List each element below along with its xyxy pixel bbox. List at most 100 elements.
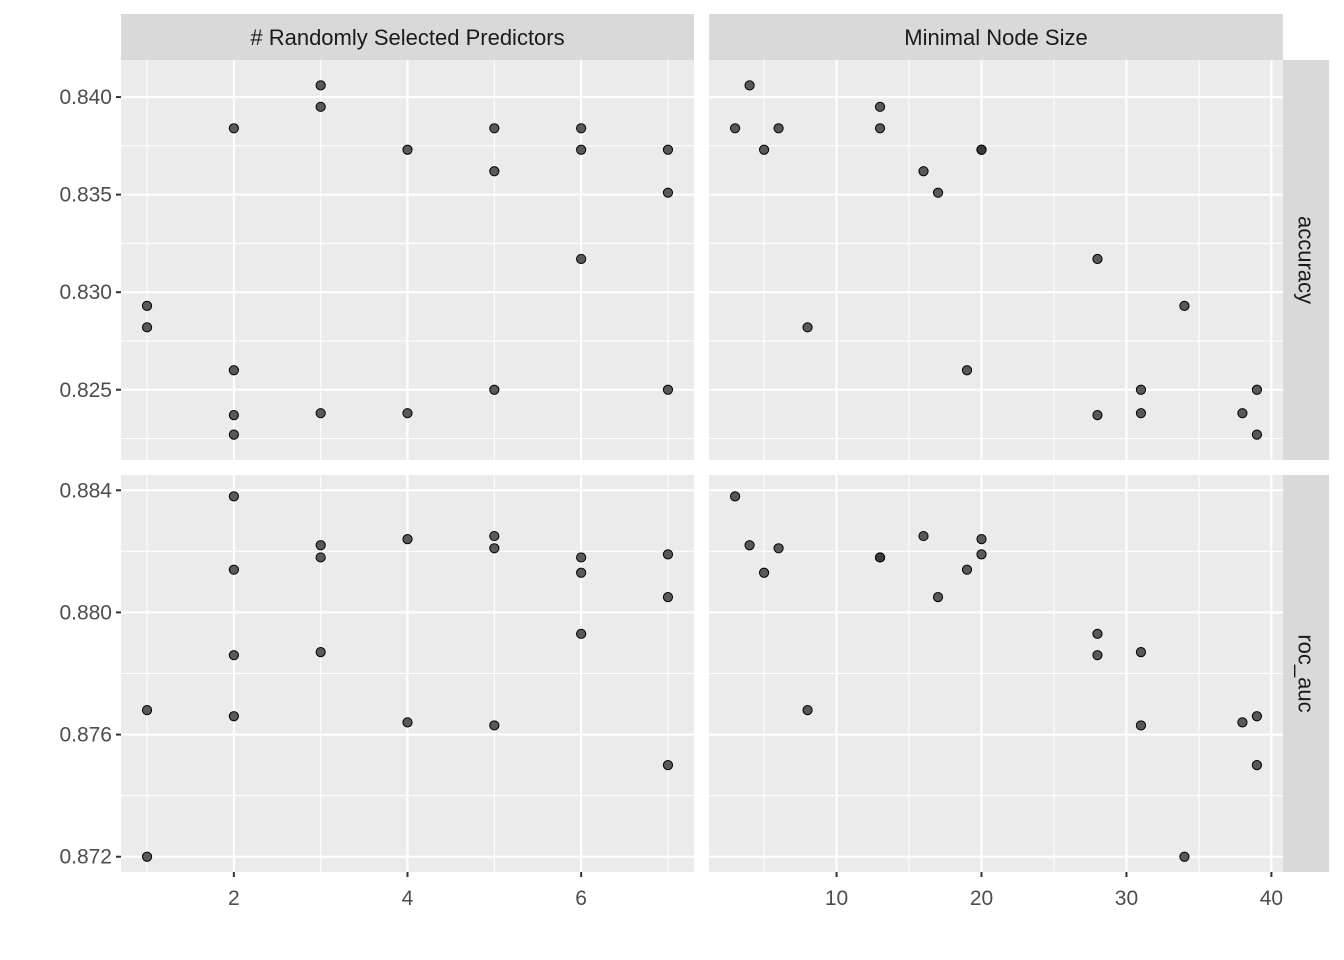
data-point (662, 592, 674, 603)
data-point (1092, 410, 1103, 421)
y-tick-label: 0.830 (59, 281, 112, 304)
y-tick-label: 0.835 (59, 184, 112, 207)
data-point (1135, 647, 1147, 658)
data-point (402, 717, 413, 728)
data-point (976, 144, 987, 155)
y-tick-label: 0.876 (59, 724, 112, 747)
y-tick-label: 0.825 (59, 379, 112, 402)
data-point (489, 720, 500, 731)
data-point (402, 144, 413, 155)
data-point (729, 123, 741, 134)
data-point (141, 851, 153, 862)
data-point (141, 322, 153, 333)
data-point (315, 408, 326, 419)
x-tick-label: 2 (228, 887, 240, 910)
data-point (228, 429, 239, 440)
x-tick-label: 10 (825, 887, 848, 910)
row-strip-roc_auc (1283, 475, 1329, 872)
data-point (315, 647, 326, 658)
data-point (576, 628, 587, 639)
data-point (228, 410, 239, 421)
x-tick-label: 6 (575, 887, 587, 910)
x-tick-label: 30 (1115, 887, 1138, 910)
data-point (1251, 760, 1263, 771)
data-point (489, 123, 500, 134)
data-point (918, 530, 929, 542)
data-point (662, 384, 674, 395)
data-point (1179, 851, 1190, 862)
data-point (662, 187, 674, 198)
data-point (1092, 253, 1103, 265)
data-point (1092, 628, 1103, 639)
data-point (489, 530, 500, 542)
data-point (228, 650, 239, 661)
data-point (874, 552, 886, 563)
column-strip-mtry (121, 14, 694, 60)
data-point (758, 144, 770, 155)
data-point (961, 564, 973, 575)
data-point (576, 123, 587, 134)
data-point (773, 543, 784, 554)
data-point (932, 592, 944, 603)
x-tick-label: 4 (402, 887, 414, 910)
data-point (1135, 408, 1147, 419)
data-point (1092, 650, 1103, 661)
data-point (729, 491, 741, 502)
panel-accuracy-mtry (121, 60, 694, 460)
data-point (1237, 717, 1248, 728)
data-point (802, 322, 813, 333)
panel-accuracy-min_n (709, 60, 1283, 460)
row-strip-label: accuracy (1294, 216, 1319, 304)
data-point (228, 365, 239, 376)
x-tick-label: 40 (1260, 887, 1283, 910)
data-point (976, 534, 987, 545)
data-point (315, 101, 326, 112)
data-point (489, 384, 500, 395)
data-point (1135, 720, 1147, 731)
data-point (874, 101, 886, 112)
y-tick-label: 0.880 (59, 601, 112, 624)
data-point (932, 187, 944, 198)
column-strip-label: Minimal Node Size (904, 25, 1087, 50)
column-strip-label: # Randomly Selected Predictors (250, 25, 564, 50)
data-point (315, 540, 326, 551)
data-point (576, 253, 587, 265)
data-point (758, 567, 770, 578)
data-point (402, 534, 413, 545)
data-point (1251, 384, 1263, 395)
data-point (773, 123, 784, 134)
row-strip-label: roc_auc (1294, 634, 1319, 712)
data-point (141, 300, 153, 311)
data-point (961, 365, 973, 376)
data-point (489, 166, 500, 177)
data-point (662, 760, 674, 771)
data-point (141, 705, 153, 716)
panel-roc_auc-min_n (709, 475, 1283, 872)
data-point (576, 552, 587, 563)
data-point (489, 543, 500, 554)
y-tick-label: 0.872 (59, 846, 112, 869)
data-point (918, 166, 929, 177)
data-point (744, 540, 755, 551)
data-point (402, 408, 413, 419)
data-point (662, 144, 674, 155)
column-strip-min_n (709, 14, 1283, 60)
y-tick-label: 0.840 (59, 86, 112, 109)
data-point (874, 123, 886, 134)
data-point (744, 80, 755, 91)
data-point (1179, 300, 1190, 311)
data-point (662, 549, 674, 560)
data-point (1237, 408, 1248, 419)
data-point (315, 552, 326, 563)
data-point (576, 567, 587, 578)
data-point (1135, 384, 1147, 395)
data-point (802, 705, 813, 716)
panel-background (709, 60, 1283, 460)
x-tick-label: 20 (970, 887, 993, 910)
data-point (228, 491, 239, 502)
data-point (1251, 711, 1263, 722)
data-point (228, 123, 239, 134)
data-point (976, 549, 987, 560)
data-point (315, 80, 326, 91)
